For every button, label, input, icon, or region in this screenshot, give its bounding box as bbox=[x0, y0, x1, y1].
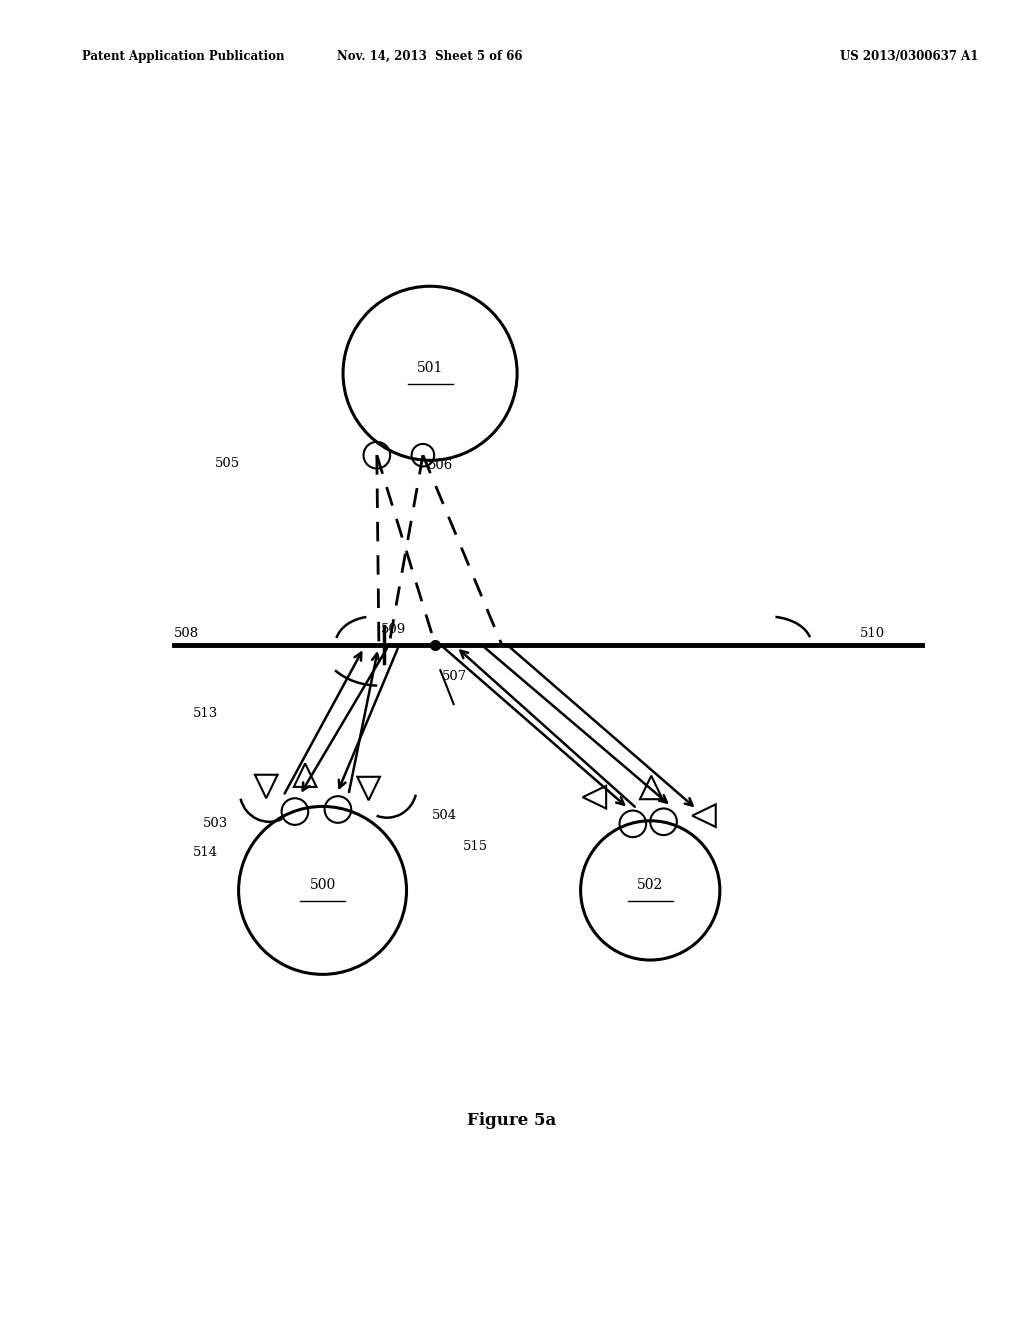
Text: 513: 513 bbox=[193, 706, 218, 719]
Text: 501: 501 bbox=[417, 362, 443, 375]
Text: Patent Application Publication: Patent Application Publication bbox=[82, 50, 285, 63]
Text: 508: 508 bbox=[174, 627, 200, 640]
Text: US 2013/0300637 A1: US 2013/0300637 A1 bbox=[840, 50, 978, 63]
Text: 506: 506 bbox=[428, 459, 454, 473]
Text: 500: 500 bbox=[309, 878, 336, 892]
Text: 509: 509 bbox=[381, 623, 407, 636]
Text: 502: 502 bbox=[637, 878, 664, 892]
Text: 504: 504 bbox=[432, 809, 458, 822]
Text: 515: 515 bbox=[463, 840, 488, 853]
Text: Figure 5a: Figure 5a bbox=[467, 1113, 557, 1130]
Text: 505: 505 bbox=[215, 457, 241, 470]
Text: 510: 510 bbox=[860, 627, 886, 640]
Text: Nov. 14, 2013  Sheet 5 of 66: Nov. 14, 2013 Sheet 5 of 66 bbox=[337, 50, 523, 63]
Text: 503: 503 bbox=[203, 817, 228, 830]
Text: 514: 514 bbox=[193, 846, 218, 859]
Text: 507: 507 bbox=[442, 669, 468, 682]
